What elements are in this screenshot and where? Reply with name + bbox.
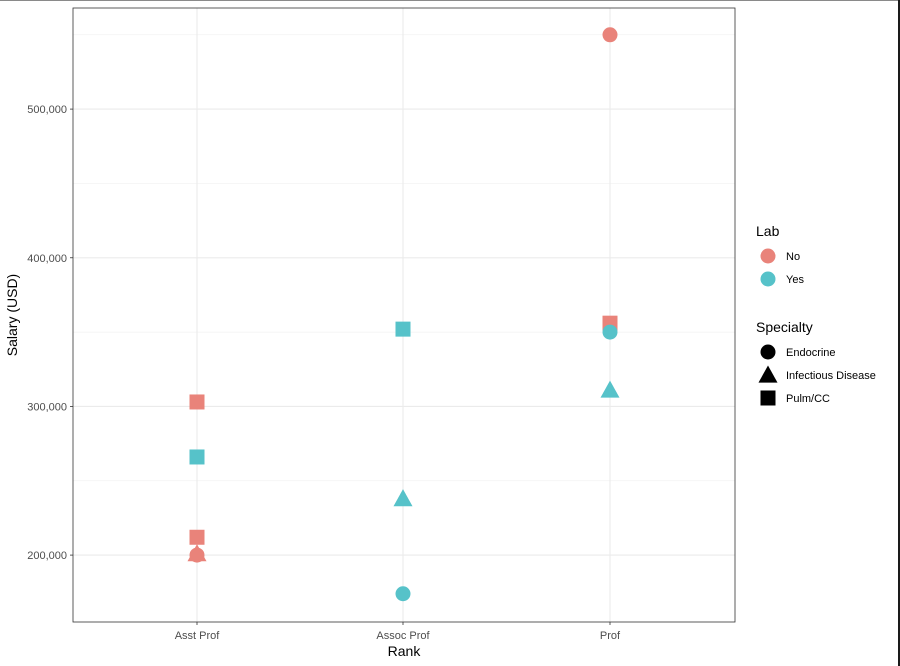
legend-label: Endocrine (786, 347, 836, 359)
data-point-circle (602, 324, 618, 340)
y-tick-label: 400,000 (27, 253, 67, 265)
window-top-border (0, 0, 900, 1)
legend: Lab No Yes Specialty Endocrine Infectious Dis… (756, 223, 876, 406)
x-axis-title: Rank (388, 643, 422, 659)
y-axis-title: Salary (USD) (4, 274, 20, 356)
legend-label: Infectious Disease (786, 370, 876, 382)
data-point-square (189, 394, 205, 410)
legend-label: Pulm/CC (786, 393, 830, 405)
plot-panel-border (72, 7, 736, 623)
data-points (187, 27, 620, 602)
data-point-circle (602, 27, 618, 43)
x-tick-label: Asst Prof (175, 630, 221, 642)
x-tick-label: Prof (600, 630, 621, 642)
data-point-square (189, 449, 205, 465)
y-tick-label: 500,000 (27, 104, 67, 116)
legend-label: Yes (786, 274, 804, 286)
legend-key-circle (760, 344, 776, 360)
data-point-square (189, 529, 205, 545)
x-axis-ticks: Asst Prof Assoc Prof Prof (175, 622, 621, 642)
legend-title: Lab (756, 223, 780, 239)
y-tick-label: 300,000 (27, 401, 67, 413)
grid-lines (73, 8, 735, 622)
y-axis-ticks: 200,000 300,000 400,000 500,000 (27, 104, 73, 562)
legend-key-triangle (758, 365, 778, 383)
y-tick-label: 200,000 (27, 550, 67, 562)
data-point-circle (395, 586, 411, 602)
data-point-triangle (600, 380, 620, 398)
legend-key-color (760, 248, 776, 264)
data-point-square (395, 321, 411, 337)
window-right-border (898, 0, 900, 666)
legend-label: No (786, 251, 800, 263)
legend-key-color (760, 271, 776, 287)
legend-key-square (760, 390, 776, 406)
data-point-triangle (187, 544, 207, 562)
x-tick-label: Assoc Prof (376, 630, 430, 642)
data-point-triangle (393, 489, 413, 507)
legend-title: Specialty (756, 319, 813, 335)
